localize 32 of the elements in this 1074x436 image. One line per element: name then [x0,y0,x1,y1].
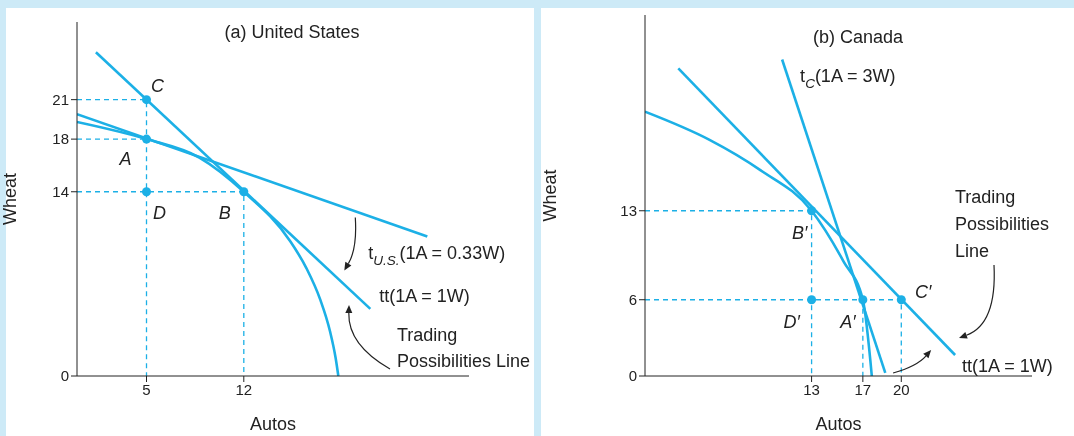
annotation: Trading Possibilities Line [397,324,531,371]
y-tick-label: 21 [52,90,69,108]
series-label: t$_{U.S.}$(1A = 0.33W) [368,242,506,268]
x-tick-label: 20 [892,380,910,398]
annotation: Trading Possibilities Line [955,186,1050,261]
x-axis-title: Autos [815,414,862,434]
series-label: t$_{C}$(1A = 3W) [800,66,896,92]
y-tick-label: 0 [60,367,69,385]
annotation: A′ [839,311,857,332]
y-tick-label: 6 [628,291,637,309]
y-axis-title: Wheat [540,169,561,222]
annotation: D′ [783,311,801,332]
y-tick-label: 14 [52,183,69,201]
annotation: B′ [791,222,808,243]
y-tick-label: 18 [52,130,69,148]
y-tick-label: 0 [628,367,637,385]
x-tick-label: 13 [803,380,820,398]
x-tick-label: 17 [854,380,872,398]
annotation: D [153,202,166,223]
annotation: C′ [915,281,933,302]
text: (b) Canada [812,26,904,48]
y-axis-title: Wheat [0,172,21,226]
annotation: B [218,202,231,223]
chart-title: (a) United States [224,21,360,43]
series-label: tt(1A = 1W) [962,355,1053,376]
y-tick-label: 13 [620,202,637,220]
annotation: C [151,75,165,96]
series-label: tt(1A = 1W) [379,285,470,306]
x-tick-label: 5 [142,380,151,398]
annotation: A [118,148,132,169]
x-axis-title: Autos [249,414,297,434]
x-tick-label: 12 [235,380,253,398]
